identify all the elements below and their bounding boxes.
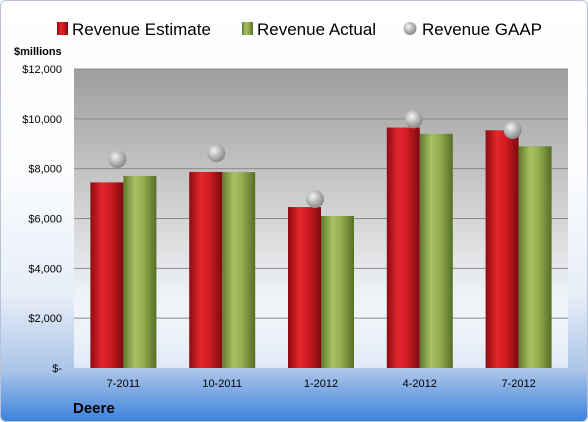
bar-revenue-actual [419, 133, 453, 368]
bar-revenue-actual [518, 146, 552, 368]
bar-revenue-estimate [90, 182, 124, 368]
bar-revenue-estimate [485, 130, 519, 368]
marker-revenue-gaap [207, 144, 226, 163]
legend-label-actual: Revenue Actual [257, 20, 376, 39]
marker-revenue-gaap [108, 150, 127, 169]
x-tick-label: 4-2012 [403, 378, 437, 390]
bar-revenue-estimate [386, 127, 420, 368]
legend-marker-gaap [403, 22, 417, 35]
x-tick-label: 10-2011 [202, 378, 242, 390]
bar-revenue-estimate [189, 171, 223, 368]
gaap-markers [108, 110, 522, 209]
y-axis-ticks: $- $2,000 $4,000 $6,000 $8,000 $10,000 $12,000 [22, 64, 62, 375]
legend-swatch-actual [242, 22, 253, 35]
y-tick-label: $4,000 [28, 263, 62, 275]
bar-revenue-actual [123, 175, 157, 368]
x-axis-ticks: 7-2011 10-2011 1-2012 4-2012 7-2012 [107, 378, 536, 390]
bar-revenue-actual [222, 172, 256, 368]
bars [90, 127, 552, 368]
bar-revenue-actual [321, 216, 354, 368]
y-tick-label: $10,000 [22, 114, 62, 126]
y-tick-label: $6,000 [28, 214, 62, 226]
company-name: Deere [73, 400, 115, 417]
legend: Revenue Estimate Revenue Actual Revenue … [57, 20, 542, 39]
legend-label-gaap: Revenue GAAP [422, 20, 542, 39]
bar-revenue-estimate [288, 207, 321, 368]
y-tick-label: $12,000 [22, 64, 62, 76]
y-tick-label: $- [52, 363, 62, 375]
x-tick-label: 7-2012 [501, 378, 535, 390]
y-tick-label: $2,000 [28, 313, 62, 325]
x-tick-label: 7-2011 [107, 378, 140, 390]
legend-label-estimate: Revenue Estimate [72, 20, 211, 39]
y-axis-unit-label: $millions [14, 46, 62, 58]
y-tick-label: $8,000 [28, 164, 62, 176]
legend-swatch-estimate [57, 22, 68, 35]
marker-revenue-gaap [404, 110, 423, 129]
marker-revenue-gaap [503, 121, 522, 140]
marker-revenue-gaap [306, 190, 324, 209]
x-tick-label: 1-2012 [304, 378, 338, 390]
